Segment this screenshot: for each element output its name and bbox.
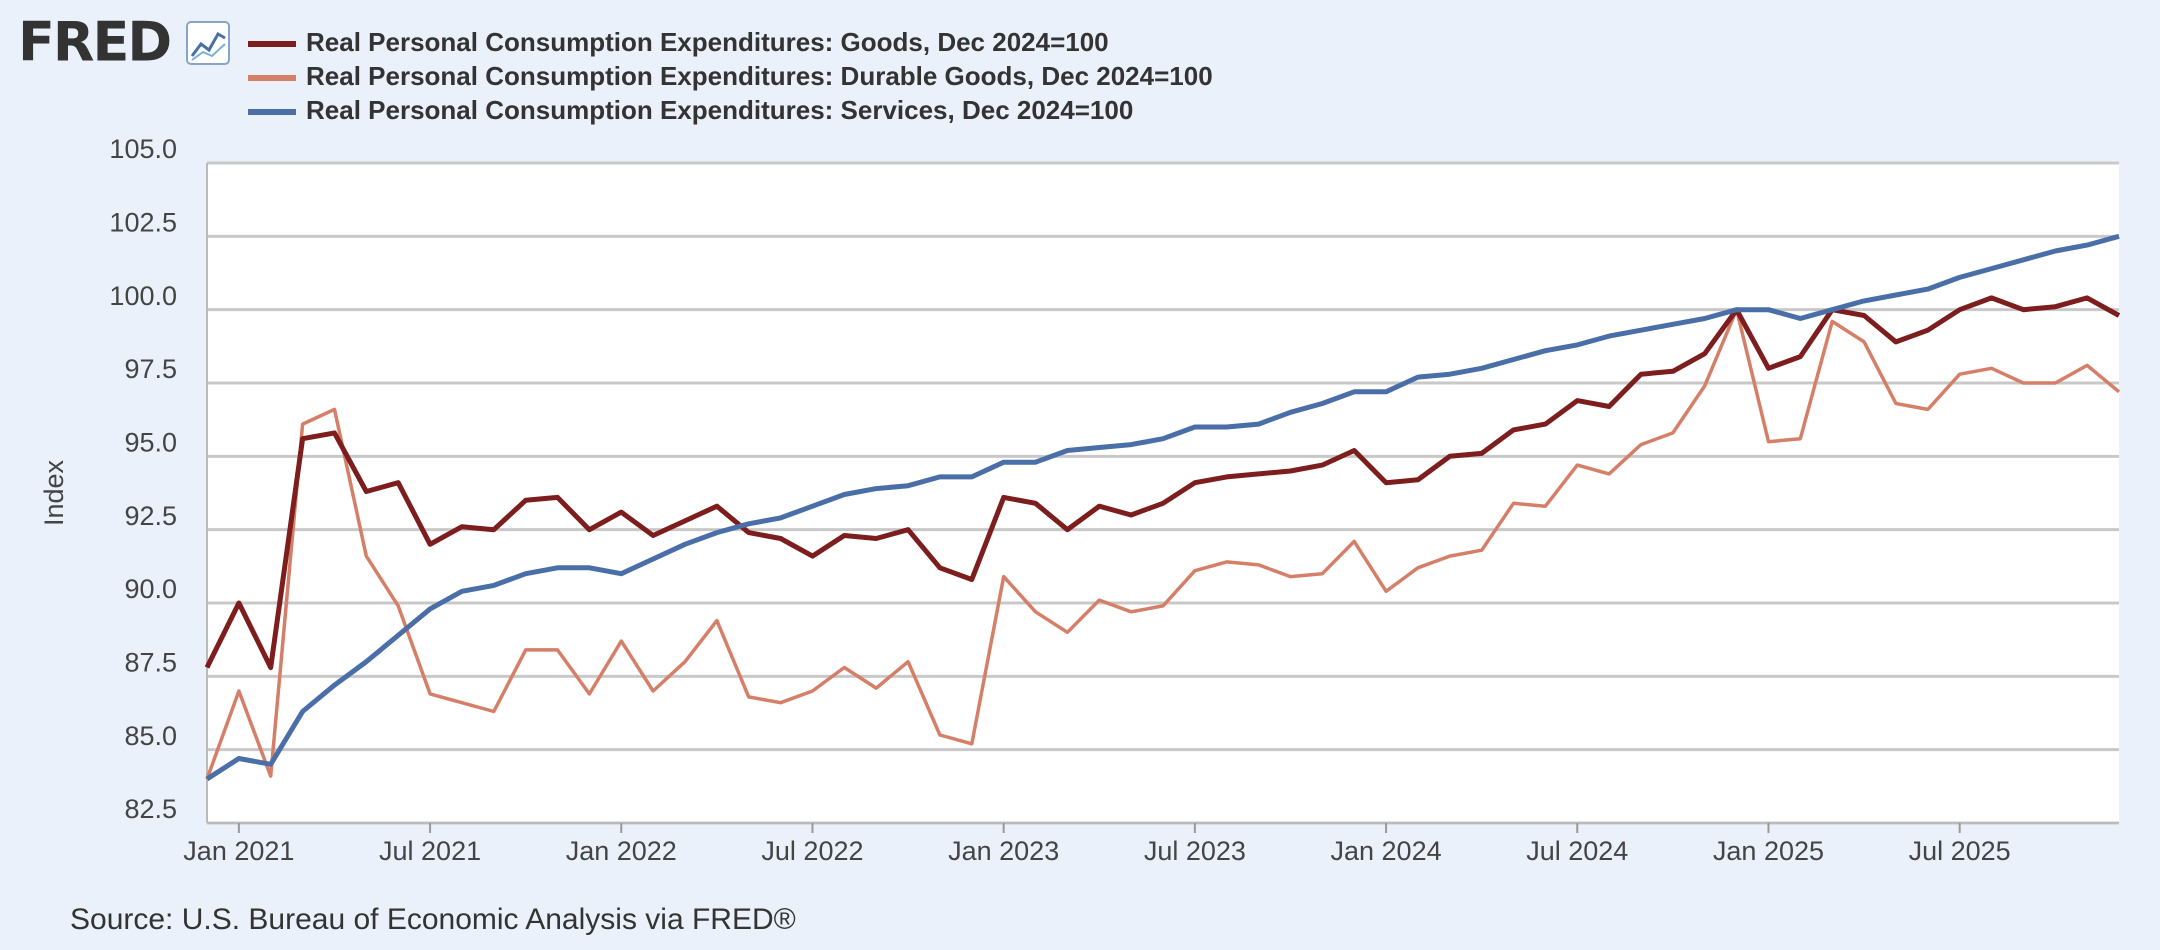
legend-label: Real Personal Consumption Expenditures: … bbox=[306, 61, 1213, 91]
x-tick-label: Jul 2025 bbox=[1909, 836, 2011, 866]
x-tick-label: Jan 2025 bbox=[1713, 836, 1824, 866]
y-tick-label: 82.5 bbox=[124, 794, 177, 824]
x-tick-label: Jul 2024 bbox=[1526, 836, 1628, 866]
x-tick-label: Jul 2021 bbox=[379, 836, 481, 866]
y-tick-label: 90.0 bbox=[124, 574, 177, 604]
x-tick-label: Jul 2022 bbox=[761, 836, 863, 866]
x-tick-label: Jan 2022 bbox=[566, 836, 677, 866]
x-tick-label: Jan 2024 bbox=[1331, 836, 1442, 866]
x-tick-label: Jan 2023 bbox=[948, 836, 1059, 866]
x-tick-label: Jul 2023 bbox=[1144, 836, 1246, 866]
legend-label: Real Personal Consumption Expenditures: … bbox=[306, 95, 1133, 125]
x-tick-label: Jan 2021 bbox=[183, 836, 294, 866]
logo-icon bbox=[186, 21, 230, 65]
y-tick-label: 95.0 bbox=[124, 427, 177, 457]
y-tick-label: 85.0 bbox=[124, 721, 177, 751]
y-tick-label: 92.5 bbox=[124, 501, 177, 531]
source: Source: U.S. Bureau of Economic Analysis… bbox=[70, 903, 796, 936]
logo: FRED bbox=[18, 11, 170, 74]
y-axis-label: Index bbox=[39, 459, 69, 526]
plot-area bbox=[207, 163, 2119, 823]
series-line bbox=[205, 233, 2120, 782]
y-tick-label: 97.5 bbox=[124, 354, 177, 384]
series-line bbox=[204, 295, 2121, 670]
series-line bbox=[205, 307, 2121, 780]
legend-label: Real Personal Consumption Expenditures: … bbox=[306, 27, 1109, 57]
y-tick-label: 87.5 bbox=[124, 647, 177, 677]
y-tick-label: 102.5 bbox=[109, 207, 177, 237]
y-tick-label: 100.0 bbox=[109, 281, 177, 311]
y-tick-label: 105.0 bbox=[109, 134, 177, 164]
